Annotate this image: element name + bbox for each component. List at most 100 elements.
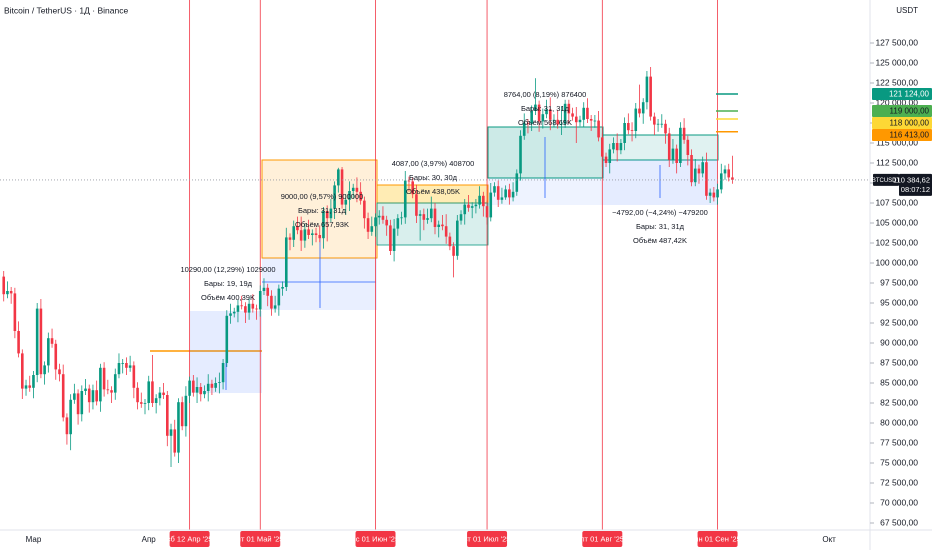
candle-body (292, 226, 296, 240)
candle-body (50, 338, 54, 344)
date-marker-tag (355, 531, 396, 547)
candle-body (615, 143, 619, 151)
candle-body (106, 389, 110, 391)
measure-text: Объём 657,93K (295, 220, 349, 229)
candle-body (236, 305, 240, 312)
price-tag-label: 119 000,00 (890, 107, 930, 116)
candle-body (121, 363, 124, 364)
candle-body (192, 380, 195, 393)
candle-body (125, 363, 128, 368)
candle-body (288, 237, 292, 240)
candle-body (229, 313, 232, 316)
candle-body (385, 219, 388, 226)
measure-text: Объём 438,05K (406, 187, 460, 196)
candle-body (664, 123, 667, 134)
candle-body (58, 369, 61, 375)
candle-body (266, 287, 269, 296)
candle-body (307, 229, 310, 235)
candle-body (429, 208, 433, 219)
candle-body (463, 204, 467, 215)
candle-body (719, 173, 723, 190)
candle-body (35, 308, 39, 375)
candle-body (649, 76, 652, 117)
candle-body (548, 109, 552, 120)
candle-body (39, 308, 43, 375)
candle-body (496, 186, 500, 200)
date-marker-label: вт 01 Июл '25 (464, 534, 511, 543)
measure-text: 9000,00 (9,57%) 900000 (281, 192, 364, 201)
candle-body (474, 204, 478, 207)
candle-body (578, 119, 582, 123)
candle-body (262, 287, 266, 291)
candle-body (712, 192, 716, 198)
candle-body (701, 162, 704, 174)
price-tag-label: 118 000,00 (890, 119, 930, 128)
y-tick-label: 75 000,00 (880, 457, 918, 467)
y-tick-label: 95 000,00 (880, 297, 918, 307)
candle-body (381, 215, 385, 220)
candle-body (225, 315, 229, 363)
y-tick-label: 77 500,00 (880, 437, 918, 447)
candle-body (392, 228, 396, 251)
date-marker-label: чт 01 Май '25 (237, 534, 283, 543)
candle-body (258, 291, 262, 310)
candle-body (206, 383, 210, 391)
x-tick-label: Мар (26, 535, 42, 544)
candle-body (537, 104, 541, 122)
candle-body (214, 383, 217, 388)
candle-body (117, 363, 121, 375)
candle-body (511, 191, 515, 198)
measure-text: Объём 400,39K (201, 293, 255, 302)
candle-body (325, 211, 329, 219)
candle-body (571, 113, 574, 117)
candle-body (686, 139, 690, 155)
candle-body (32, 375, 35, 388)
y-tick-label: 125 000,00 (875, 57, 918, 67)
candle-body (589, 119, 593, 121)
candle-body (444, 226, 448, 237)
candle-body (586, 107, 589, 119)
candle-body (403, 180, 407, 218)
candle-body (422, 214, 426, 220)
date-marker-tag (697, 531, 738, 547)
candle-body (195, 387, 199, 393)
candle-body (727, 169, 731, 178)
y-tick-label: 100 000,00 (875, 257, 918, 267)
candle-body (567, 103, 571, 114)
candle-body (545, 109, 548, 115)
candle-body (113, 374, 117, 393)
candle-body (441, 224, 444, 227)
candle-body (273, 305, 277, 309)
date-marker-tag (240, 531, 281, 547)
y-tick-label: 97 500,00 (880, 277, 918, 287)
price-tag (872, 88, 932, 101)
candle-body (530, 111, 533, 124)
candle-body (396, 218, 400, 229)
candle-body (671, 148, 675, 160)
candle-body (452, 246, 455, 256)
candle-body (351, 187, 355, 191)
candle-body (400, 217, 403, 219)
y-tick-label: 107 500,00 (875, 197, 918, 207)
range-box (488, 178, 603, 205)
candle-body (634, 108, 638, 131)
candle-body (522, 123, 526, 136)
candle-body (478, 195, 481, 205)
price-tag (872, 105, 932, 117)
measure-text: Бары: 30, 30д (409, 173, 458, 182)
candle-body (188, 380, 191, 396)
candle-body (24, 385, 28, 389)
candle-body (645, 76, 649, 103)
candle-body (284, 237, 288, 287)
y-tick-label: 92 500,00 (880, 317, 918, 327)
candle-body (437, 224, 441, 227)
candle-body (526, 123, 530, 124)
last-price-tag (899, 173, 932, 196)
date-marker-label: пт 01 Авг '25 (581, 534, 625, 543)
y-tick-label: 85 000,00 (880, 377, 918, 387)
candle-body (199, 387, 203, 395)
candle-body (693, 168, 697, 183)
candle-body (143, 403, 147, 404)
